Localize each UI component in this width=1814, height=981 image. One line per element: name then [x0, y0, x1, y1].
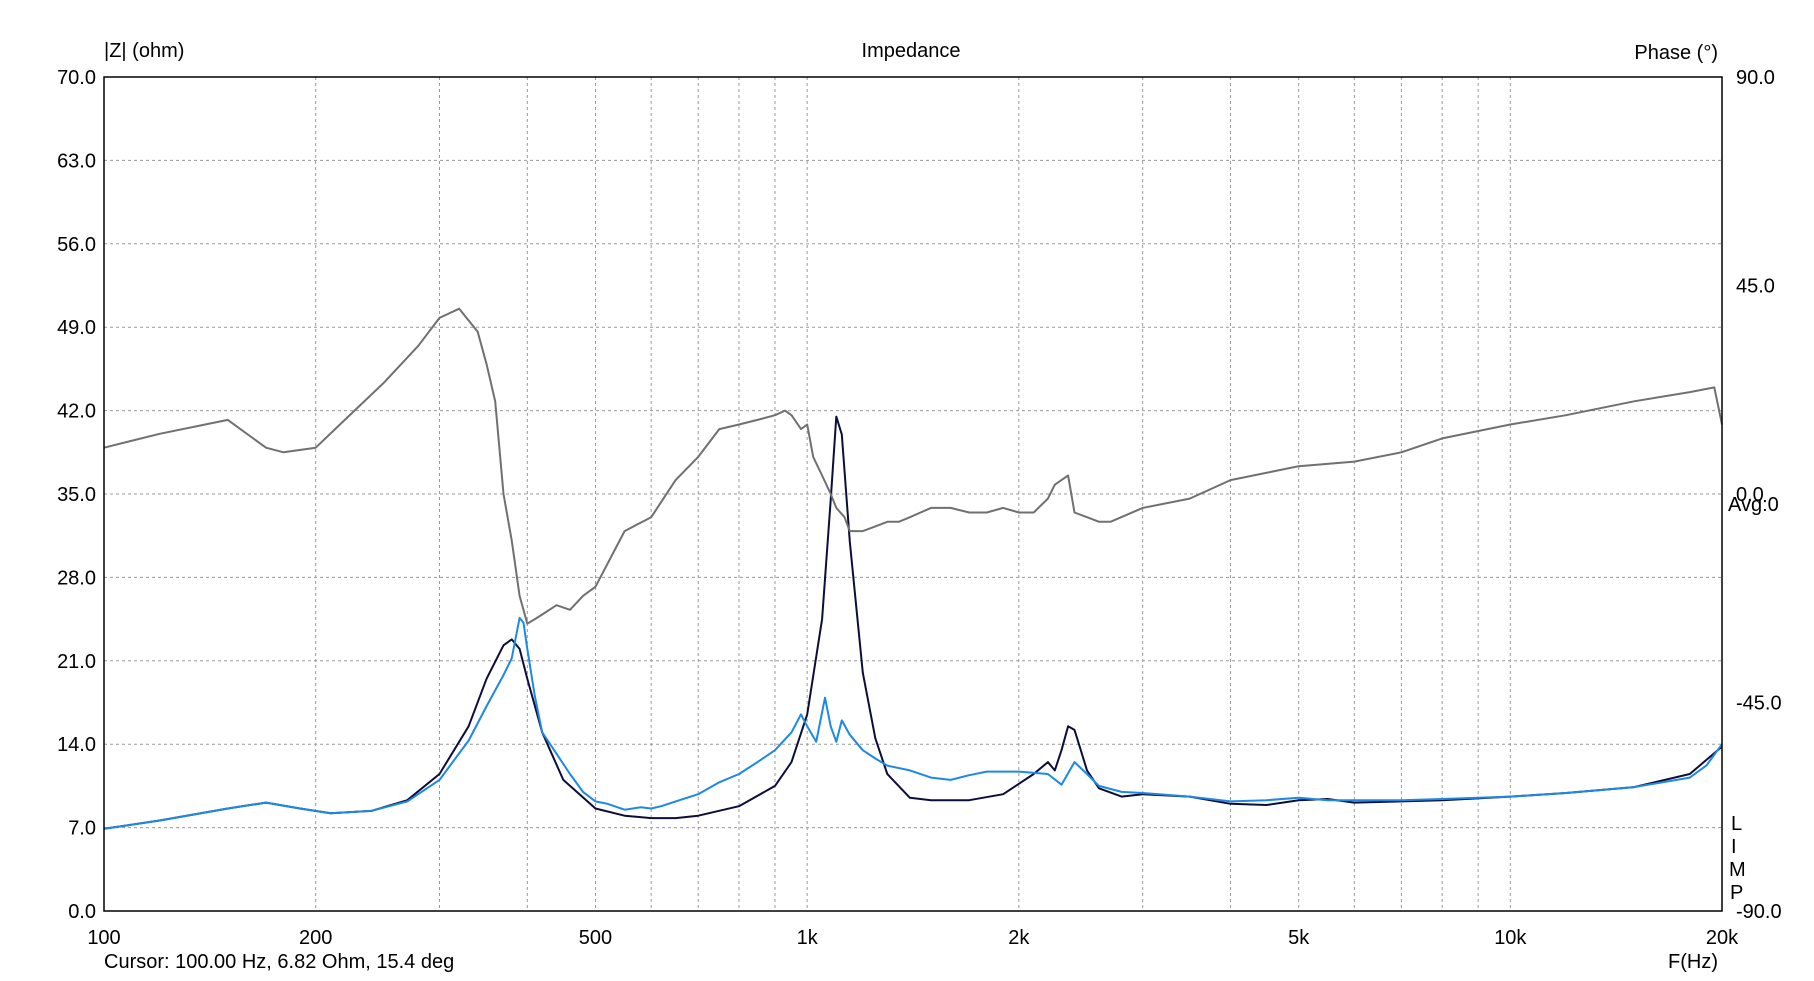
y-right-tick-label: 45.0: [1736, 276, 1775, 298]
phase-line: [103, 307, 1723, 625]
x-tick-label: 10k: [1494, 927, 1527, 949]
y-right-tick-label: -90.0: [1736, 901, 1782, 923]
x-tick-label: 5k: [1288, 927, 1310, 949]
impedance-dark-line: [103, 415, 1723, 830]
y-left-tick-label: 49.0: [57, 317, 96, 339]
y-left-tick-label: 63.0: [57, 150, 96, 172]
impedance-blue-line: [103, 616, 1723, 830]
side-letter-p: P: [1730, 882, 1743, 904]
x-tick-label: 20k: [1706, 927, 1739, 949]
x-tick-label: 100: [87, 927, 120, 949]
y-axis-left-label: |Z| (ohm): [104, 40, 184, 62]
x-tick-label: 1k: [797, 927, 819, 949]
plot-frame: [103, 76, 1723, 912]
side-letter-l: L: [1731, 813, 1742, 835]
x-tick-label: 500: [579, 927, 612, 949]
x-axis-label: F(Hz): [1668, 951, 1718, 973]
grid: [104, 77, 1722, 911]
y-right-tick-label: -45.0: [1736, 693, 1782, 715]
y-left-tick-label: 14.0: [57, 734, 96, 756]
y-right-tick-label: 0.0: [1736, 484, 1764, 506]
side-letter-m: M: [1729, 859, 1746, 881]
side-letter-i: I: [1731, 836, 1737, 858]
y-left-tick-label: 35.0: [57, 484, 96, 506]
chart-title: Impedance: [862, 40, 961, 62]
y-axis-right-label: Phase (°): [1634, 42, 1718, 64]
y-left-tick-label: 70.0: [57, 67, 96, 89]
y-right-tick-label: 90.0: [1736, 67, 1775, 89]
x-tick-label: 200: [299, 927, 332, 949]
y-left-tick-label: 28.0: [57, 567, 96, 589]
y-left-tick-label: 21.0: [57, 651, 96, 673]
series-layer: [103, 307, 1723, 830]
y-left-tick-label: 7.0: [68, 818, 96, 840]
y-left-tick-label: 0.0: [68, 901, 96, 923]
tick-labels: 100 200 500 1k 2k 5k 10k 20k 0.0 7.0 14.0 21.0 28.0 3…: [57, 67, 1782, 949]
cursor-readout: Cursor: 100.00 Hz, 6.82 Ohm, 15.4 deg: [104, 951, 454, 973]
y-left-tick-label: 56.0: [57, 234, 96, 256]
average-label: Avg:0: [1728, 494, 1779, 516]
y-left-tick-label: 42.0: [57, 401, 96, 423]
x-tick-label: 2k: [1008, 927, 1030, 949]
